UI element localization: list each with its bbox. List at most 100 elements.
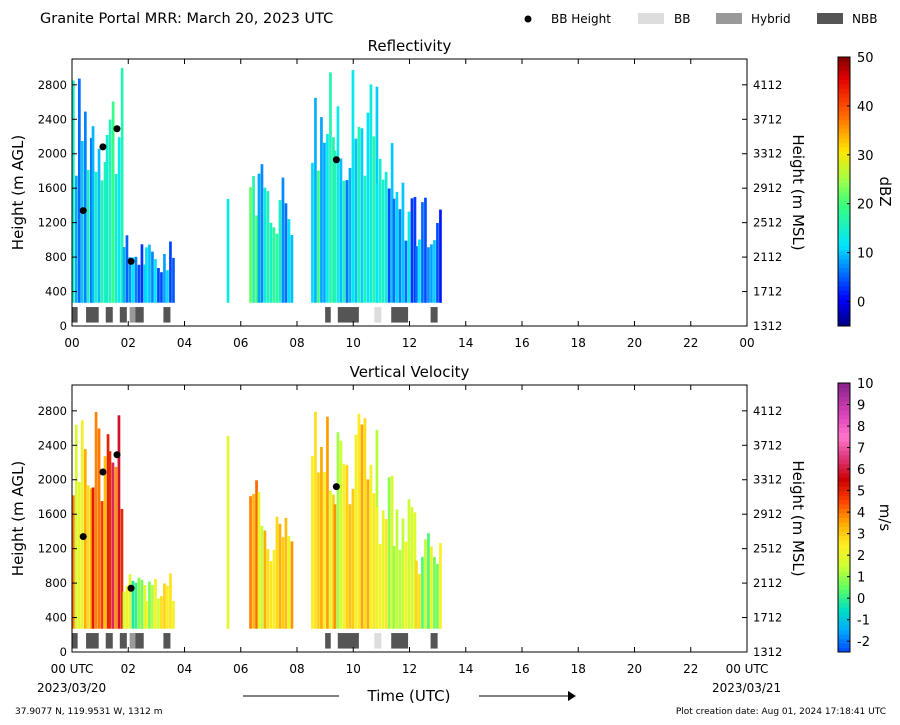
- data-column: [415, 246, 418, 303]
- data-column: [157, 598, 160, 629]
- colorbar-tick-label: 3: [857, 528, 865, 543]
- data-column: [284, 517, 288, 629]
- data-column: [103, 162, 107, 303]
- data-column: [413, 512, 417, 629]
- x-tick-label: 10: [346, 662, 361, 676]
- data-column: [395, 509, 399, 629]
- data-column: [430, 546, 433, 629]
- data-column: [157, 268, 160, 303]
- colorbar-segment: [838, 598, 850, 604]
- data-column: [137, 577, 141, 629]
- data-column: [342, 463, 346, 629]
- colorbar-segment: [838, 611, 850, 617]
- data-column: [287, 219, 291, 303]
- data-column: [163, 254, 166, 303]
- colorbar-segment: [838, 74, 850, 80]
- data-column: [421, 202, 424, 303]
- colorbar-segment: [838, 481, 850, 487]
- data-column: [398, 209, 402, 303]
- data-column: [72, 495, 75, 629]
- colorbar-segment: [838, 530, 850, 536]
- data-column: [94, 412, 98, 629]
- data-column: [169, 573, 172, 629]
- y-tick-label: 400: [45, 611, 67, 625]
- colorbar-segment: [838, 236, 850, 242]
- colorbar-segment: [838, 249, 850, 255]
- colorbar-segment: [838, 137, 850, 143]
- bb-type-bb-segment: [374, 633, 382, 649]
- colorbar-segment: [838, 409, 850, 415]
- data-column: [145, 601, 148, 629]
- data-column: [314, 411, 317, 629]
- data-column: [339, 158, 343, 303]
- data-column: [345, 180, 349, 303]
- data-column: [263, 530, 267, 629]
- data-column: [357, 413, 361, 629]
- data-column: [255, 480, 258, 629]
- data-column: [137, 264, 141, 303]
- data-column: [375, 183, 379, 303]
- data-column: [433, 557, 436, 629]
- data-column: [249, 187, 252, 303]
- colorbar-label: dBZ: [876, 176, 894, 206]
- data-column: [392, 546, 396, 629]
- data-column: [263, 187, 267, 303]
- colorbar-segment: [838, 450, 850, 456]
- y-right-tick-label: 4112: [753, 404, 782, 418]
- data-column: [154, 579, 157, 629]
- y-tick-label: 0: [60, 319, 67, 333]
- colorbar-tick-label: 30: [857, 149, 874, 164]
- data-column: [366, 479, 370, 629]
- colorbar-segment: [838, 472, 850, 478]
- data-column: [407, 211, 411, 303]
- colorbar-segment: [838, 79, 850, 85]
- data-column: [91, 126, 95, 303]
- x-tick-label: 16: [514, 662, 529, 676]
- colorbar-segment: [838, 110, 850, 116]
- bb-type-nbb-segment: [119, 307, 127, 323]
- bb-type-nbb-segment: [430, 633, 438, 649]
- data-column: [148, 244, 151, 303]
- y-right-tick-label: 2512: [753, 216, 782, 230]
- data-column: [351, 70, 355, 303]
- colorbar-segment: [838, 383, 850, 388]
- data-column: [390, 143, 394, 303]
- colorbar-segment: [838, 303, 850, 309]
- data-column: [401, 182, 405, 303]
- bb-height-point: [113, 451, 121, 459]
- data-column: [122, 247, 126, 303]
- data-column: [421, 556, 424, 629]
- data-column: [369, 84, 373, 303]
- data-column: [317, 472, 320, 629]
- data-column: [169, 241, 172, 303]
- colorbar-segment: [838, 119, 850, 125]
- data-column: [320, 447, 323, 629]
- data-column: [266, 549, 270, 629]
- colorbar-segment: [838, 222, 850, 228]
- colorbar-tick-label: 8: [857, 420, 865, 435]
- data-column: [103, 456, 107, 629]
- x-tick-label: 22: [683, 336, 698, 350]
- data-column: [128, 257, 132, 303]
- data-column: [407, 499, 411, 629]
- data-column: [120, 508, 124, 629]
- colorbar-tick-label: 1: [857, 571, 865, 586]
- x-tick-label: 06: [233, 336, 248, 350]
- data-column: [84, 111, 87, 303]
- colorbar-segment: [838, 602, 850, 608]
- colorbar-segment: [838, 272, 850, 278]
- colorbar-segment: [838, 195, 850, 201]
- data-column: [290, 235, 294, 303]
- y-axis-label: Height (m AGL): [9, 135, 27, 250]
- colorbar-segment: [838, 115, 850, 121]
- x-tick-label: 00 UTC: [51, 662, 94, 676]
- colorbar-tick-label: -2: [857, 635, 870, 650]
- x-tick-label: 18: [571, 336, 586, 350]
- bb-type-nbb-segment: [135, 633, 144, 649]
- y-tick-label: 400: [45, 285, 67, 299]
- colorbar-segment: [838, 245, 850, 251]
- bb-type-nbb-segment: [163, 307, 171, 323]
- data-column: [329, 72, 332, 303]
- colorbar-segment: [838, 553, 850, 559]
- colorbar-tick-label: 40: [857, 100, 874, 115]
